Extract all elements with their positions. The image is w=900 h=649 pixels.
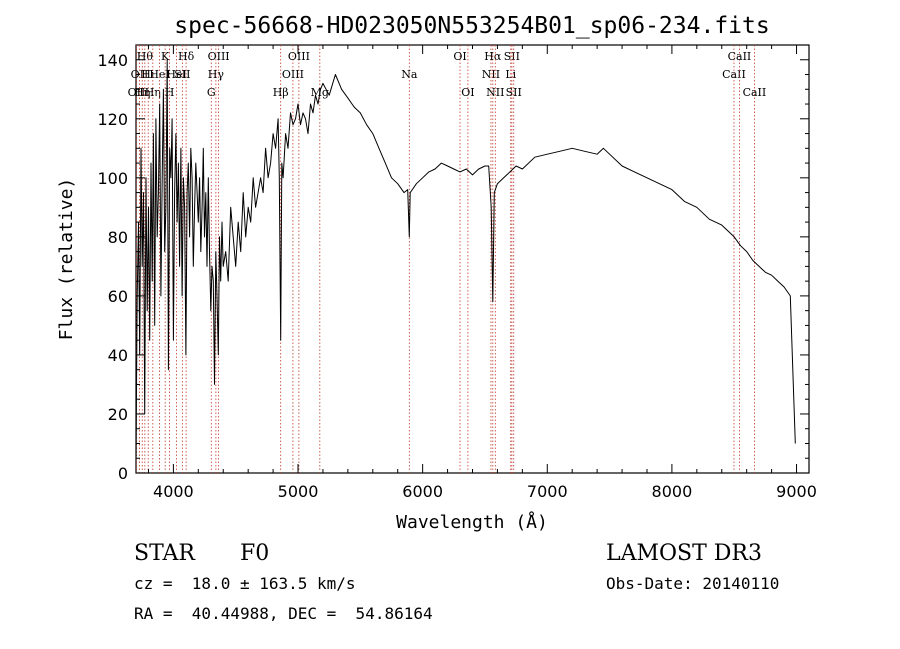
x-tick-label: 9000 [776,482,817,501]
line-label: OIII [282,68,304,81]
axis-ticks: 4000 5000 6000 7000 8000 9000 0 20 40 60 80 100 120 1… [97,45,817,501]
y-tick-label: 40 [108,346,128,365]
line-label: CaII [722,68,746,81]
line-label: H [165,86,175,99]
line-label: SII [504,50,520,63]
line-label: Hδ [178,50,195,63]
observation-date: Obs-Date: 20140110 [606,574,779,593]
line-label: CaII [728,50,752,63]
line-label: Hι [141,68,155,81]
line-label: K [161,50,170,63]
line-label: NII [486,86,504,99]
plot-frame [135,44,810,474]
x-axis-label: Wavelength (Å) [396,511,548,533]
line-label: G [207,86,216,99]
line-label: HeI [149,68,169,81]
line-label: NII [482,68,500,81]
x-tick-label: 7000 [527,482,568,501]
spectral-subclass: F0 [240,541,269,566]
line-label: Hη [145,86,161,99]
line-label: OI [453,50,466,63]
line-label: Li [505,68,516,81]
y-tick-label: 80 [108,228,128,247]
y-tick-label: 140 [97,51,128,70]
y-tick-label: 60 [108,287,128,306]
coordinates-readout: RA = 40.44988, DEC = 54.86164 [134,604,433,623]
y-tick-label: 20 [108,405,128,424]
redshift-readout: cz = 18.0 ± 163.5 km/s [134,574,356,593]
object-class: STAR [134,541,196,566]
line-label: Na [401,68,418,81]
x-tick-label: 5000 [278,482,319,501]
line-label: SII [506,86,522,99]
x-tick-label: 8000 [652,482,693,501]
chart-title: spec-56668-HD023050N553254B01_sp06-234.f… [174,13,769,39]
line-label: OIII [208,50,230,63]
y-axis-label: Flux (relative) [56,178,77,341]
y-tick-label: 120 [97,110,128,129]
line-label: OIII [288,50,310,63]
line-label: HeI [166,68,186,81]
y-tick-label: 100 [97,169,128,188]
line-label: Hγ [208,68,225,81]
x-tick-label: 4000 [153,482,194,501]
line-label: CaII [743,86,767,99]
survey-name: LAMOST DR3 [606,541,762,566]
line-label: Hθ [137,50,154,63]
line-label: Hβ [273,86,289,99]
x-tick-label: 6000 [402,482,443,501]
y-tick-label: 0 [118,464,128,483]
line-label: OI [461,86,474,99]
spectrum-line [135,59,796,459]
spectrum-series [135,59,796,459]
line-label: OII [128,86,146,99]
line-label: Hα [484,50,502,63]
line-label: SII [174,68,190,81]
